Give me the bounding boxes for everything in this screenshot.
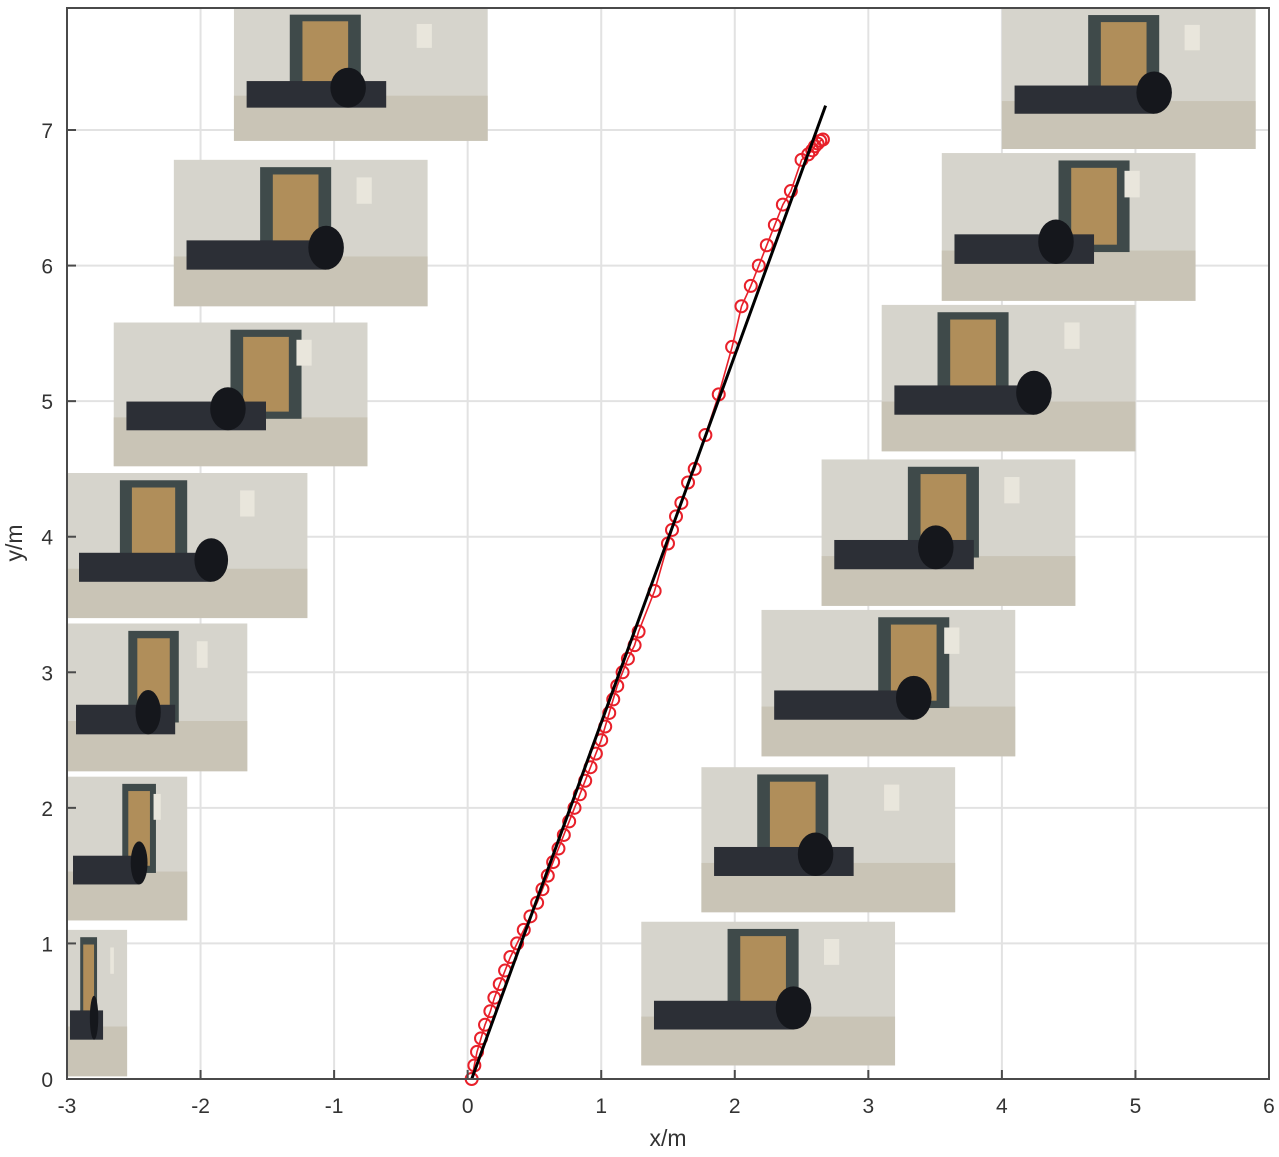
thumb-left-5 bbox=[67, 623, 248, 772]
y-tick-label: 4 bbox=[41, 527, 53, 550]
thumb-right-7 bbox=[641, 921, 896, 1066]
x-tick-label: 5 bbox=[1130, 1095, 1142, 1118]
y-tick-label: 6 bbox=[41, 256, 53, 279]
trajectory-point bbox=[567, 800, 582, 815]
y-tick-label: 1 bbox=[41, 933, 53, 956]
x-tick-label: -2 bbox=[191, 1095, 210, 1118]
x-tick-label: 4 bbox=[996, 1095, 1008, 1118]
x-axis-ticks: -3 -2 -1 0 1 2 3 4 5 6 bbox=[58, 1070, 1275, 1118]
thumb-right-2 bbox=[941, 153, 1196, 301]
y-tick-label: 2 bbox=[41, 798, 53, 821]
trajectory-point bbox=[734, 299, 749, 314]
trajectory-point bbox=[562, 814, 577, 829]
x-tick-label: -1 bbox=[325, 1095, 344, 1118]
series-0-line bbox=[470, 138, 824, 1080]
thumb-right-6 bbox=[701, 767, 956, 913]
thumb-left-4 bbox=[67, 473, 308, 619]
trajectory-point bbox=[674, 495, 689, 510]
thumb-left-2 bbox=[173, 159, 428, 307]
y-tick-label: 0 bbox=[41, 1069, 53, 1092]
x-tick-label: 0 bbox=[462, 1095, 474, 1118]
trajectory-point bbox=[801, 147, 816, 162]
thumb-left-7 bbox=[67, 929, 128, 1077]
plot-frame bbox=[66, 7, 1270, 1080]
series-1-line bbox=[470, 105, 828, 1080]
thumb-left-1 bbox=[233, 8, 488, 141]
y-tick-label: 5 bbox=[41, 391, 53, 414]
y-tick-label: 3 bbox=[41, 662, 53, 685]
trajectory-point bbox=[523, 909, 538, 924]
trajectory-point bbox=[698, 428, 713, 443]
thumb-left-6 bbox=[67, 776, 188, 921]
x-tick-label: 3 bbox=[862, 1095, 874, 1118]
thumb-right-5 bbox=[761, 609, 1016, 757]
x-tick-label: 2 bbox=[729, 1095, 741, 1118]
thumb-left-3 bbox=[113, 322, 368, 467]
trajectory-point bbox=[681, 475, 696, 490]
x-axis-label: x/m bbox=[649, 1125, 686, 1151]
camera-thumbnails bbox=[67, 8, 1256, 1077]
y-axis-label: y/m bbox=[1, 524, 27, 561]
y-axis-ticks: 0 1 2 3 4 5 6 7 bbox=[41, 120, 76, 1092]
thumb-right-4 bbox=[821, 459, 1076, 606]
x-tick-label: 1 bbox=[595, 1095, 607, 1118]
trajectory-point bbox=[743, 278, 758, 293]
trajectory-point bbox=[631, 624, 646, 639]
trajectory-point bbox=[669, 509, 684, 524]
x-tick-label: 6 bbox=[1263, 1095, 1275, 1118]
y-tick-label: 7 bbox=[41, 120, 53, 143]
trajectory-point bbox=[759, 238, 774, 253]
trajectory-point bbox=[751, 258, 766, 273]
thumb-right-3 bbox=[881, 304, 1136, 452]
series-lines bbox=[470, 105, 828, 1080]
trajectory-point bbox=[815, 132, 830, 147]
trajectory-point bbox=[510, 936, 525, 951]
x-tick-label: -3 bbox=[58, 1095, 77, 1118]
thumb-right-1 bbox=[1001, 8, 1256, 149]
